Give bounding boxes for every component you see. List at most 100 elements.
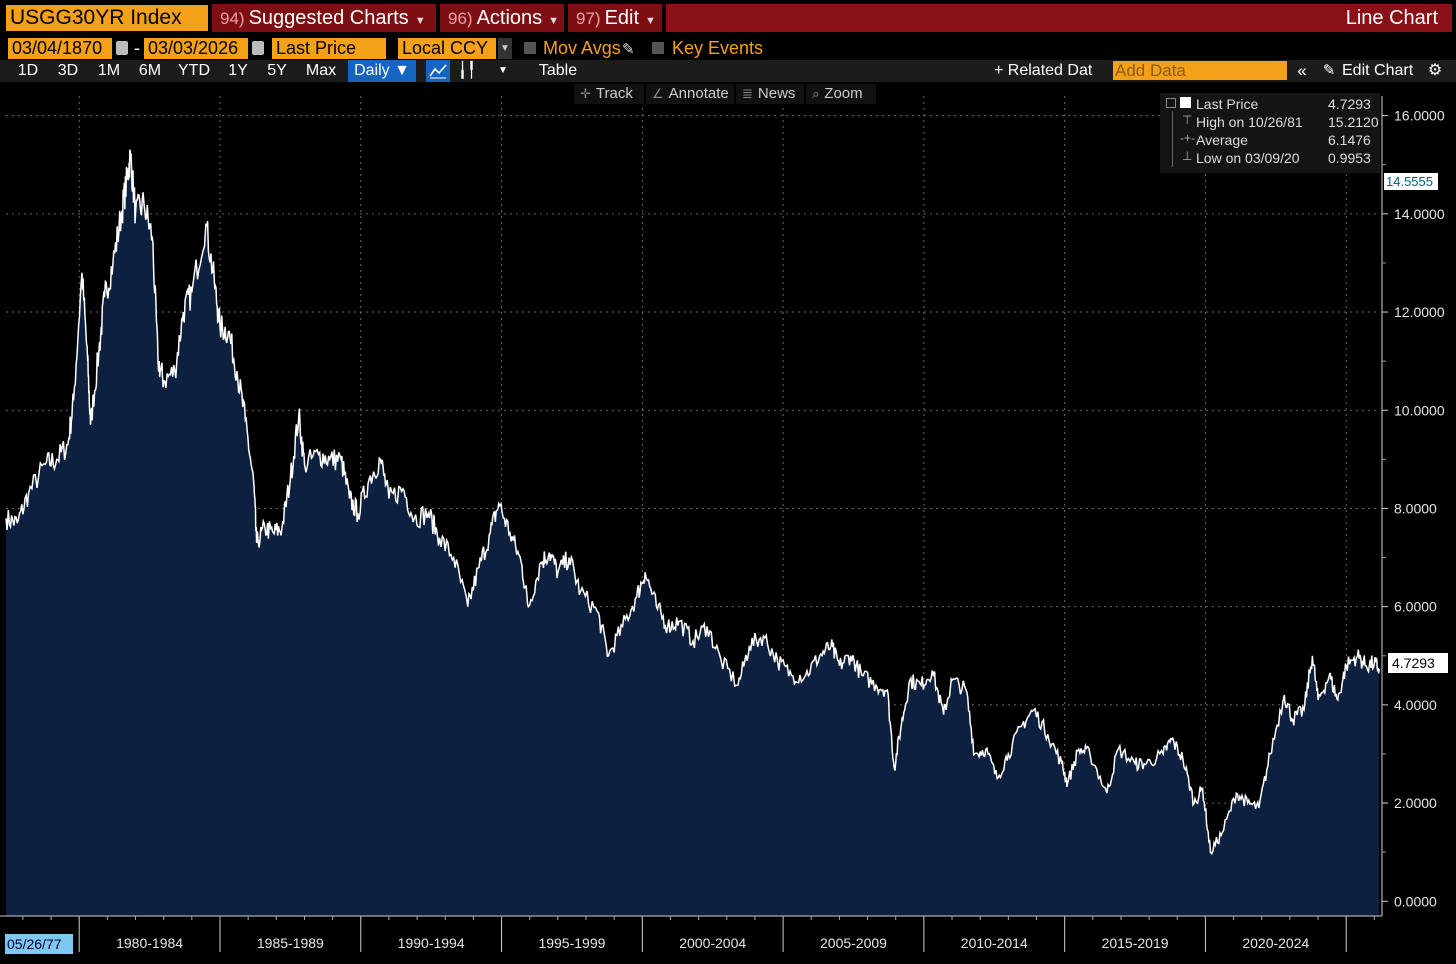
low-marker-icon: ⊥	[1182, 149, 1193, 163]
ticker-input[interactable]: USGG30YR Index	[6, 5, 208, 31]
y-tick-label: 6.0000	[1394, 599, 1437, 615]
last-price-tag: 4.7293	[1388, 653, 1448, 673]
range-max[interactable]: Max	[305, 62, 337, 79]
x-tick-label: 1980-1984	[116, 935, 183, 951]
caret-down-icon: ▼	[645, 15, 656, 27]
suggested-charts-menu[interactable]: 94) Suggested Charts ▼	[212, 4, 436, 32]
zoom-label: Zoom	[824, 85, 863, 102]
y-tick-label: 16.0000	[1394, 108, 1445, 124]
currency-select[interactable]: Local CCY	[398, 38, 496, 59]
annotate-icon: ∠	[652, 86, 664, 101]
magnifier-icon: ⌕	[812, 86, 820, 101]
y-axis: 0.0000 2.0000 4.0000 6.0000 8.0000 10.0000 12.…	[1382, 108, 1445, 909]
end-date-input[interactable]: 03/03/2026	[144, 38, 248, 59]
legend-value: 0.9953	[1328, 150, 1371, 166]
date-separator: -	[134, 38, 140, 58]
gear-icon[interactable]: ⚙	[1427, 62, 1443, 79]
track-tool[interactable]: ✛ Track	[574, 84, 644, 104]
x-tick-label: 2010-2014	[961, 935, 1028, 951]
field-select[interactable]: Last Price	[272, 38, 386, 59]
range-1d[interactable]: 1D	[17, 62, 39, 79]
news-tool[interactable]: ≣ News	[736, 84, 804, 104]
range-1m[interactable]: 1M	[97, 62, 121, 79]
legend-value: 15.2120	[1328, 114, 1379, 130]
frequency-select[interactable]: Daily ▼	[348, 60, 416, 82]
currency-dropdown-icon[interactable]: ▼	[498, 38, 512, 59]
table-button[interactable]: Table	[538, 62, 578, 79]
chart-kind-title: Line Chart	[666, 4, 1452, 32]
key-events-label: Key Events	[672, 38, 764, 58]
line-chart-icon[interactable]	[426, 60, 450, 82]
edit-chart-button[interactable]: Edit Chart	[1342, 62, 1414, 79]
legend-label: Average	[1196, 132, 1248, 148]
edit-menu[interactable]: 97) Edit ▼	[568, 4, 662, 32]
news-label: News	[757, 85, 796, 102]
start-date-input[interactable]: 03/04/1870	[8, 38, 112, 59]
zoom-tool[interactable]: ⌕ Zoom	[806, 84, 876, 104]
price-area	[6, 150, 1380, 916]
y-tick-label: 8.0000	[1394, 500, 1437, 516]
legend-box: Last Price 4.7293 ⊤ High on 10/26/81 15.…	[1160, 93, 1380, 173]
range-3d[interactable]: 3D	[57, 62, 79, 79]
x-tick-label: 2000-2004	[679, 935, 746, 951]
chart-type-dropdown-icon[interactable]: ▼	[498, 65, 508, 76]
x-tick-label: 1985-1989	[257, 935, 324, 951]
x-tick-label: 1995-1999	[538, 935, 605, 951]
pencil-icon[interactable]: ✎	[622, 41, 635, 58]
menu-number: 94)	[220, 9, 245, 28]
mov-avgs-checkbox[interactable]	[524, 42, 536, 54]
range-ytd[interactable]: YTD	[178, 62, 210, 79]
menu-label: Actions	[476, 7, 543, 29]
legend-label: High on 10/26/81	[1196, 114, 1303, 130]
y-tick-label: 12.0000	[1394, 304, 1445, 320]
track-label: Track	[595, 85, 633, 102]
legend-label: Last Price	[1196, 96, 1259, 112]
caret-down-icon: ▼	[548, 15, 560, 27]
annotate-tool[interactable]: ∠ Annotate	[646, 84, 734, 104]
legend-swatch	[1180, 97, 1191, 108]
x-tick-label: 1990-1994	[398, 935, 465, 951]
x-axis: 1980-1984 1985-1989 1990-1994 1995-1999 2000…	[22, 916, 1375, 952]
high-value-tag: 14.5555	[1384, 173, 1438, 190]
x-tick-label: 2020-2024	[1242, 935, 1309, 951]
calendar-icon[interactable]	[116, 41, 128, 55]
add-data-input[interactable]: Add Data	[1113, 61, 1287, 80]
legend-value: 6.1476	[1328, 132, 1371, 148]
range-6m[interactable]: 6M	[138, 62, 162, 79]
calendar-icon[interactable]	[252, 41, 264, 55]
start-date-tag: 05/26/77	[5, 934, 73, 954]
x-tick-label: 2005-2009	[820, 935, 887, 951]
y-tick-label: 10.0000	[1394, 402, 1445, 418]
bar-chart-icon[interactable]: ╽╿	[457, 62, 477, 79]
price-line	[5, 149, 1380, 856]
range-5y[interactable]: 5Y	[267, 62, 287, 79]
collapse-chevrons-icon[interactable]: «	[1297, 61, 1307, 80]
y-tick-label: 0.0000	[1394, 893, 1437, 909]
collapse-legend-icon[interactable]	[1166, 98, 1176, 108]
legend-value: 4.7293	[1328, 96, 1371, 112]
legend-label: Low on 03/09/20	[1196, 150, 1300, 166]
average-marker-icon: -+-	[1180, 131, 1195, 145]
actions-menu[interactable]: 96) Actions ▼	[440, 4, 564, 32]
line-chart-glyph	[429, 64, 447, 79]
legend-tree-line	[1172, 111, 1173, 167]
annotate-label: Annotate	[668, 85, 729, 102]
menu-number: 96)	[448, 9, 473, 28]
menu-label: Edit	[604, 7, 640, 29]
menu-number: 97)	[576, 9, 601, 28]
y-tick-label: 2.0000	[1394, 795, 1437, 811]
y-tick-label: 14.0000	[1394, 206, 1445, 222]
caret-down-icon: ▼	[414, 15, 426, 27]
y-tick-label: 4.0000	[1394, 697, 1437, 713]
high-marker-icon: ⊤	[1182, 113, 1193, 127]
crosshair-icon: ✛	[580, 86, 591, 101]
pencil-icon[interactable]: ✎	[1322, 62, 1336, 79]
menu-label: Suggested Charts	[248, 7, 409, 29]
news-icon: ≣	[742, 86, 753, 101]
related-data-button[interactable]: + Related Dat	[994, 62, 1093, 79]
range-1y[interactable]: 1Y	[228, 62, 248, 79]
mov-avgs-label: Mov Avgs	[543, 38, 621, 58]
x-tick-label: 2015-2019	[1102, 935, 1169, 951]
key-events-checkbox[interactable]	[652, 42, 664, 54]
